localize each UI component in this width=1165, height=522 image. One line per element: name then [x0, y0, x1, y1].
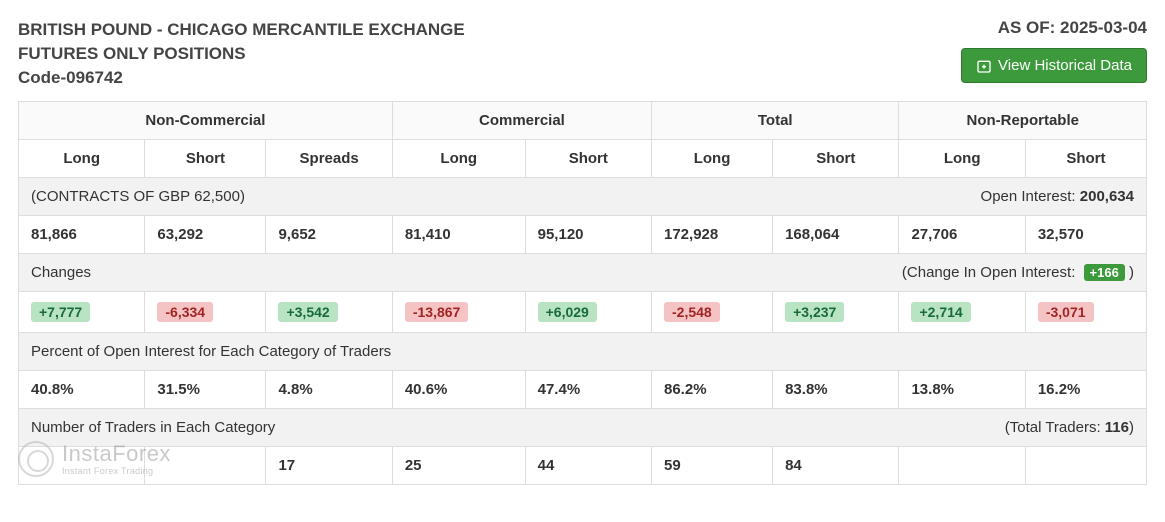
change-cell: -3,071: [1025, 292, 1146, 333]
header: BRITISH POUND - CHICAGO MERCANTILE EXCHA…: [18, 18, 1147, 89]
changes-label: Changes: [31, 264, 91, 281]
change-open-interest: (Change In Open Interest: +166 ): [902, 264, 1134, 281]
col-long-2: Long: [392, 140, 525, 178]
change-badge: +6,029: [538, 302, 597, 322]
asof-date: 2025-03-04: [1060, 18, 1147, 37]
section-traders: Number of Traders in Each Category (Tota…: [19, 409, 1147, 447]
trader-cell: [899, 447, 1025, 485]
position-cell: 63,292: [145, 216, 266, 254]
position-cell: 27,706: [899, 216, 1025, 254]
col-short-1: Short: [145, 140, 266, 178]
change-cell: +6,029: [525, 292, 651, 333]
historic-button-label: View Historical Data: [998, 57, 1132, 74]
section-percent: Percent of Open Interest for Each Catego…: [19, 333, 1147, 371]
section-changes: Changes (Change In Open Interest: +166 ): [19, 254, 1147, 292]
trader-cell: 84: [773, 447, 899, 485]
position-cell: 95,120: [525, 216, 651, 254]
change-cell: +3,237: [773, 292, 899, 333]
title-line2: FUTURES ONLY POSITIONS: [18, 42, 465, 66]
change-badge: +3,542: [278, 302, 337, 322]
code: Code-096742: [18, 66, 465, 90]
group-header-row: Non-Commercial Commercial Total Non-Repo…: [19, 102, 1147, 140]
change-oi-value: +166: [1084, 264, 1125, 281]
asof: AS OF: 2025-03-04: [961, 18, 1147, 38]
group-noncommercial: Non-Commercial: [19, 102, 393, 140]
percent-cell: 86.2%: [652, 371, 773, 409]
change-oi-label: (Change In Open Interest:: [902, 264, 1075, 281]
change-cell: +2,714: [899, 292, 1025, 333]
view-historical-button[interactable]: View Historical Data: [961, 48, 1147, 83]
change-badge: -2,548: [664, 302, 720, 322]
percent-cell: 4.8%: [266, 371, 392, 409]
trader-cell: 17: [266, 447, 392, 485]
section-contracts: (CONTRACTS OF GBP 62,500) Open Interest:…: [19, 178, 1147, 216]
changes-row: +7,777 -6,334 +3,542 -13,867 +6,029 -2,548 +3,…: [19, 292, 1147, 333]
positions-row: 81,86663,2929,65281,41095,120172,928168,…: [19, 216, 1147, 254]
group-nonreportable: Non-Reportable: [899, 102, 1147, 140]
open-interest-label: Open Interest:: [981, 188, 1076, 205]
total-traders-label: (Total Traders:: [1005, 419, 1101, 436]
change-badge: +3,237: [785, 302, 844, 322]
traders-label: Number of Traders in Each Category: [31, 419, 275, 436]
change-cell: -2,548: [652, 292, 773, 333]
col-long-3: Long: [652, 140, 773, 178]
change-badge: +2,714: [911, 302, 970, 322]
asof-label: AS OF:: [998, 18, 1056, 37]
title-line1: BRITISH POUND - CHICAGO MERCANTILE EXCHA…: [18, 18, 465, 42]
open-interest: Open Interest: 200,634: [981, 188, 1134, 205]
open-interest-value: 200,634: [1080, 188, 1134, 205]
col-short-4: Short: [1025, 140, 1146, 178]
col-long-4: Long: [899, 140, 1025, 178]
total-traders-close: ): [1129, 419, 1134, 436]
percent-cell: 31.5%: [145, 371, 266, 409]
position-cell: 9,652: [266, 216, 392, 254]
percent-label: Percent of Open Interest for Each Catego…: [19, 333, 1147, 371]
percent-cell: 40.8%: [19, 371, 145, 409]
change-cell: -6,334: [145, 292, 266, 333]
change-cell: -13,867: [392, 292, 525, 333]
percent-cell: 13.8%: [899, 371, 1025, 409]
total-traders: (Total Traders: 116): [1005, 419, 1134, 436]
change-badge: +7,777: [31, 302, 90, 322]
col-short-3: Short: [773, 140, 899, 178]
change-cell: +7,777: [19, 292, 145, 333]
group-total: Total: [652, 102, 899, 140]
change-cell: +3,542: [266, 292, 392, 333]
change-badge: -6,334: [157, 302, 213, 322]
trader-cell: [145, 447, 266, 485]
trader-cell: [1025, 447, 1146, 485]
percent-cell: 40.6%: [392, 371, 525, 409]
position-cell: 168,064: [773, 216, 899, 254]
header-right: AS OF: 2025-03-04 View Historical Data: [961, 18, 1147, 83]
col-long-1: Long: [19, 140, 145, 178]
trader-cell: 44: [525, 447, 651, 485]
trader-cell: 25: [392, 447, 525, 485]
traders-row: 1725445984: [19, 447, 1147, 485]
total-traders-value: 116: [1105, 419, 1129, 436]
change-oi-close: ): [1129, 264, 1134, 281]
position-cell: 32,570: [1025, 216, 1146, 254]
col-short-2: Short: [525, 140, 651, 178]
percent-cell: 47.4%: [525, 371, 651, 409]
col-spreads: Spreads: [266, 140, 392, 178]
trader-cell: [19, 447, 145, 485]
calendar-plus-icon: [976, 58, 992, 74]
contracts-label: (CONTRACTS OF GBP 62,500): [31, 188, 245, 205]
group-commercial: Commercial: [392, 102, 651, 140]
title-block: BRITISH POUND - CHICAGO MERCANTILE EXCHA…: [18, 18, 465, 89]
position-cell: 81,410: [392, 216, 525, 254]
sub-header-row: Long Short Spreads Long Short Long Short…: [19, 140, 1147, 178]
percent-cell: 83.8%: [773, 371, 899, 409]
percent-row: 40.8%31.5%4.8%40.6%47.4%86.2%83.8%13.8%1…: [19, 371, 1147, 409]
percent-cell: 16.2%: [1025, 371, 1146, 409]
change-badge: -3,071: [1038, 302, 1094, 322]
position-cell: 81,866: [19, 216, 145, 254]
position-cell: 172,928: [652, 216, 773, 254]
positions-table: Non-Commercial Commercial Total Non-Repo…: [18, 101, 1147, 485]
change-badge: -13,867: [405, 302, 468, 322]
trader-cell: 59: [652, 447, 773, 485]
